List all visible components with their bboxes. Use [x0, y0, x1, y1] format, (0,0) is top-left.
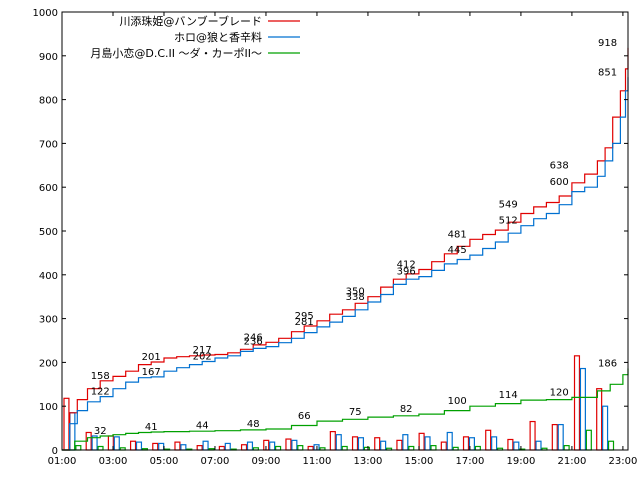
data-label: 66	[298, 411, 311, 422]
data-label: 918	[598, 38, 617, 49]
y-tick-label: 400	[39, 271, 58, 282]
legend-label: 月島小恋@D.C.II ～ダ・カーポII～	[90, 46, 262, 60]
data-label: 600	[550, 177, 569, 188]
legend-label: ホロ@狼と香辛料	[174, 30, 262, 44]
data-label: 350	[346, 287, 365, 298]
x-tick-label: 13:00	[354, 456, 383, 467]
y-tick-label: 1000	[33, 8, 58, 19]
data-label: 186	[598, 359, 617, 370]
data-label: 120	[550, 387, 569, 398]
data-label: 48	[247, 419, 260, 430]
data-label: 75	[349, 407, 362, 418]
series-line	[62, 77, 629, 451]
y-tick-label: 600	[39, 183, 58, 194]
x-tick-label: 03:00	[99, 456, 128, 467]
x-tick-label: 11:00	[303, 456, 332, 467]
y-tick-label: 700	[39, 139, 58, 150]
x-tick-label: 05:00	[150, 456, 179, 467]
data-label: 217	[193, 345, 212, 356]
data-label: 114	[499, 390, 518, 401]
data-label: 44	[196, 421, 209, 432]
x-tick-label: 21:00	[557, 456, 586, 467]
data-label: 412	[397, 260, 416, 271]
data-label: 445	[448, 245, 467, 256]
y-tick-label: 100	[39, 402, 58, 413]
data-label: 201	[142, 352, 161, 363]
data-label: 338	[346, 292, 365, 303]
data-label: 281	[295, 317, 314, 328]
data-label: 167	[142, 367, 161, 378]
legend-label: 川添珠姫@バンブーブレード	[119, 14, 262, 28]
x-tick-label: 19:00	[507, 456, 536, 467]
y-tick-label: 800	[39, 96, 58, 107]
data-label: 202	[193, 352, 212, 363]
data-label: 638	[550, 161, 569, 172]
y-tick-label: 900	[39, 52, 58, 63]
data-label: 549	[499, 200, 518, 211]
x-tick-label: 09:00	[252, 456, 281, 467]
x-tick-label: 17:00	[456, 456, 485, 467]
x-tick-label: 07:00	[201, 456, 230, 467]
y-tick-label: 300	[39, 315, 58, 326]
data-label: 396	[397, 267, 416, 278]
y-tick-label: 500	[39, 227, 58, 238]
data-label: 158	[91, 371, 110, 382]
y-tick-label: 0	[52, 446, 58, 457]
data-label: 82	[400, 404, 413, 415]
y-axis: 0 100 200 300 400 500 600 700 800 900 1000	[33, 8, 628, 457]
data-label: 122	[91, 387, 110, 398]
data-label: 246	[244, 332, 263, 343]
x-axis: 01:00 03:00 05:00 07:00 09:00 11:00 13:00 15:00…	[48, 12, 637, 467]
data-label: 512	[499, 216, 518, 227]
series-line	[62, 368, 629, 451]
data-label: 32	[94, 426, 107, 437]
y-tick-label: 200	[39, 358, 58, 369]
data-label: 851	[598, 67, 617, 78]
data-label: 100	[448, 396, 467, 407]
x-tick-label: 01:00	[48, 456, 77, 467]
series-line	[62, 47, 629, 451]
data-label: 236	[244, 337, 263, 348]
cumulative-lines	[62, 47, 629, 451]
data-label: 295	[295, 311, 314, 322]
x-tick-label: 23:00	[608, 456, 637, 467]
x-tick-label: 15:00	[405, 456, 434, 467]
data-label: 481	[448, 229, 467, 240]
data-label: 41	[145, 422, 158, 433]
